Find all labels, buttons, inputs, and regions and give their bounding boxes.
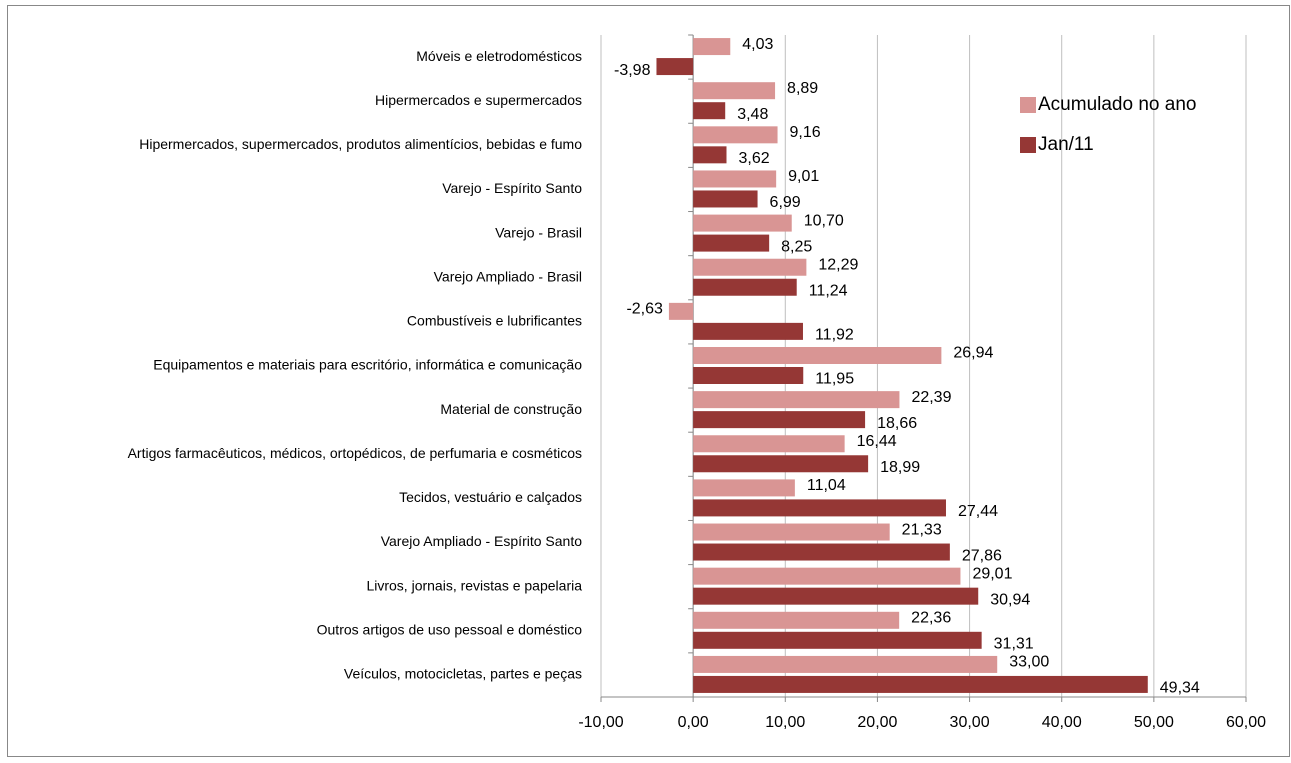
chart-border xyxy=(7,5,1290,757)
x-tick-label: -10,00 xyxy=(578,714,623,731)
bar xyxy=(693,543,950,561)
data-label: -3,98 xyxy=(614,62,651,79)
data-label: 29,01 xyxy=(972,565,1012,582)
bar xyxy=(656,58,694,76)
bar xyxy=(693,675,1148,693)
data-label: 49,34 xyxy=(1160,680,1200,697)
bar xyxy=(693,126,778,144)
data-label: 3,62 xyxy=(738,150,769,167)
bar xyxy=(693,411,866,429)
bar xyxy=(693,391,900,409)
data-label: 12,29 xyxy=(818,256,858,273)
x-tick-label: 60,00 xyxy=(1226,714,1266,731)
data-label: 22,36 xyxy=(911,610,951,627)
x-tick-label: 30,00 xyxy=(950,714,990,731)
bar xyxy=(668,302,694,320)
legend-label: Jan/11 xyxy=(1038,134,1094,155)
x-tick-label: 20,00 xyxy=(857,714,897,731)
y-tick-label: Combustíveis e lubrificantes xyxy=(407,313,582,329)
bar xyxy=(693,367,804,384)
x-tick-label: 10,00 xyxy=(765,714,805,731)
y-tick-label: Varejo - Brasil xyxy=(495,224,582,240)
bar xyxy=(693,655,998,673)
data-label: 21,33 xyxy=(902,521,942,538)
data-label: 10,70 xyxy=(804,212,844,229)
bar xyxy=(693,631,982,649)
data-label: 11,24 xyxy=(809,282,848,299)
bar xyxy=(693,611,900,629)
data-label: 8,25 xyxy=(781,238,812,255)
y-tick-label: Livros, jornais, revistas e papelaria xyxy=(366,577,582,593)
y-tick-label: Hipermercados e supermercados xyxy=(375,92,582,108)
bar xyxy=(693,82,776,100)
bar xyxy=(693,146,727,164)
data-label: 11,04 xyxy=(807,477,846,494)
data-label: 6,99 xyxy=(770,194,801,211)
data-label: 22,39 xyxy=(911,389,951,406)
data-label: 18,99 xyxy=(880,459,920,476)
bar xyxy=(693,322,803,340)
x-tick-label: 40,00 xyxy=(1042,714,1082,731)
y-tick-label: Varejo Ampliado - Brasil xyxy=(434,268,582,284)
x-tick-label: 0,00 xyxy=(678,714,709,731)
y-tick-label: Tecidos, vestuário e calçados xyxy=(399,489,582,505)
y-tick-label: Varejo - Espírito Santo xyxy=(442,180,582,196)
bar xyxy=(693,499,946,517)
y-tick-label: Veículos, motocicletas, partes e peças xyxy=(344,666,582,682)
bar xyxy=(693,587,979,605)
bar xyxy=(693,479,795,497)
bar xyxy=(693,190,758,208)
y-tick-label: Móveis e eletrodomésticos xyxy=(416,48,582,64)
data-label: 4,03 xyxy=(742,36,773,53)
data-label: 3,48 xyxy=(737,106,768,123)
bar xyxy=(693,347,942,364)
data-label: -2,63 xyxy=(626,301,663,318)
data-label: 8,89 xyxy=(787,80,818,97)
data-label: 33,00 xyxy=(1009,654,1049,671)
bar xyxy=(693,567,961,585)
data-label: 27,44 xyxy=(958,503,998,520)
bar xyxy=(693,435,845,453)
bar xyxy=(693,170,777,188)
data-label: 16,44 xyxy=(857,433,897,450)
bar xyxy=(693,523,890,541)
legend-swatch xyxy=(1020,97,1036,113)
y-tick-label: Artigos farmacêuticos, médicos, ortopédi… xyxy=(128,445,582,461)
data-label: 27,86 xyxy=(962,547,1002,564)
data-label: 26,94 xyxy=(953,345,993,362)
bar xyxy=(693,455,869,473)
bar xyxy=(693,258,807,276)
data-label: 11,95 xyxy=(815,371,854,388)
bar xyxy=(693,102,726,120)
bar xyxy=(693,278,797,296)
x-tick-label: 50,00 xyxy=(1134,714,1174,731)
data-label: 11,92 xyxy=(815,327,854,344)
y-tick-label: Varejo Ampliado - Espírito Santo xyxy=(381,533,583,549)
data-label: 9,16 xyxy=(790,124,821,141)
y-tick-label: Equipamentos e materiais para escritório… xyxy=(153,357,582,373)
y-tick-label: Hipermercados, supermercados, produtos a… xyxy=(139,136,582,152)
bar xyxy=(693,38,731,56)
data-label: 31,31 xyxy=(994,636,1034,653)
legend-swatch xyxy=(1020,137,1036,153)
bar xyxy=(693,214,792,232)
y-tick-label: Outros artigos de uso pessoal e doméstic… xyxy=(317,622,583,638)
data-label: 9,01 xyxy=(788,168,819,185)
data-label: 18,66 xyxy=(877,415,917,432)
y-tick-label: Material de construção xyxy=(440,401,582,417)
data-label: 30,94 xyxy=(990,591,1030,608)
bar xyxy=(693,234,770,252)
legend-label: Acumulado no ano xyxy=(1038,94,1196,115)
